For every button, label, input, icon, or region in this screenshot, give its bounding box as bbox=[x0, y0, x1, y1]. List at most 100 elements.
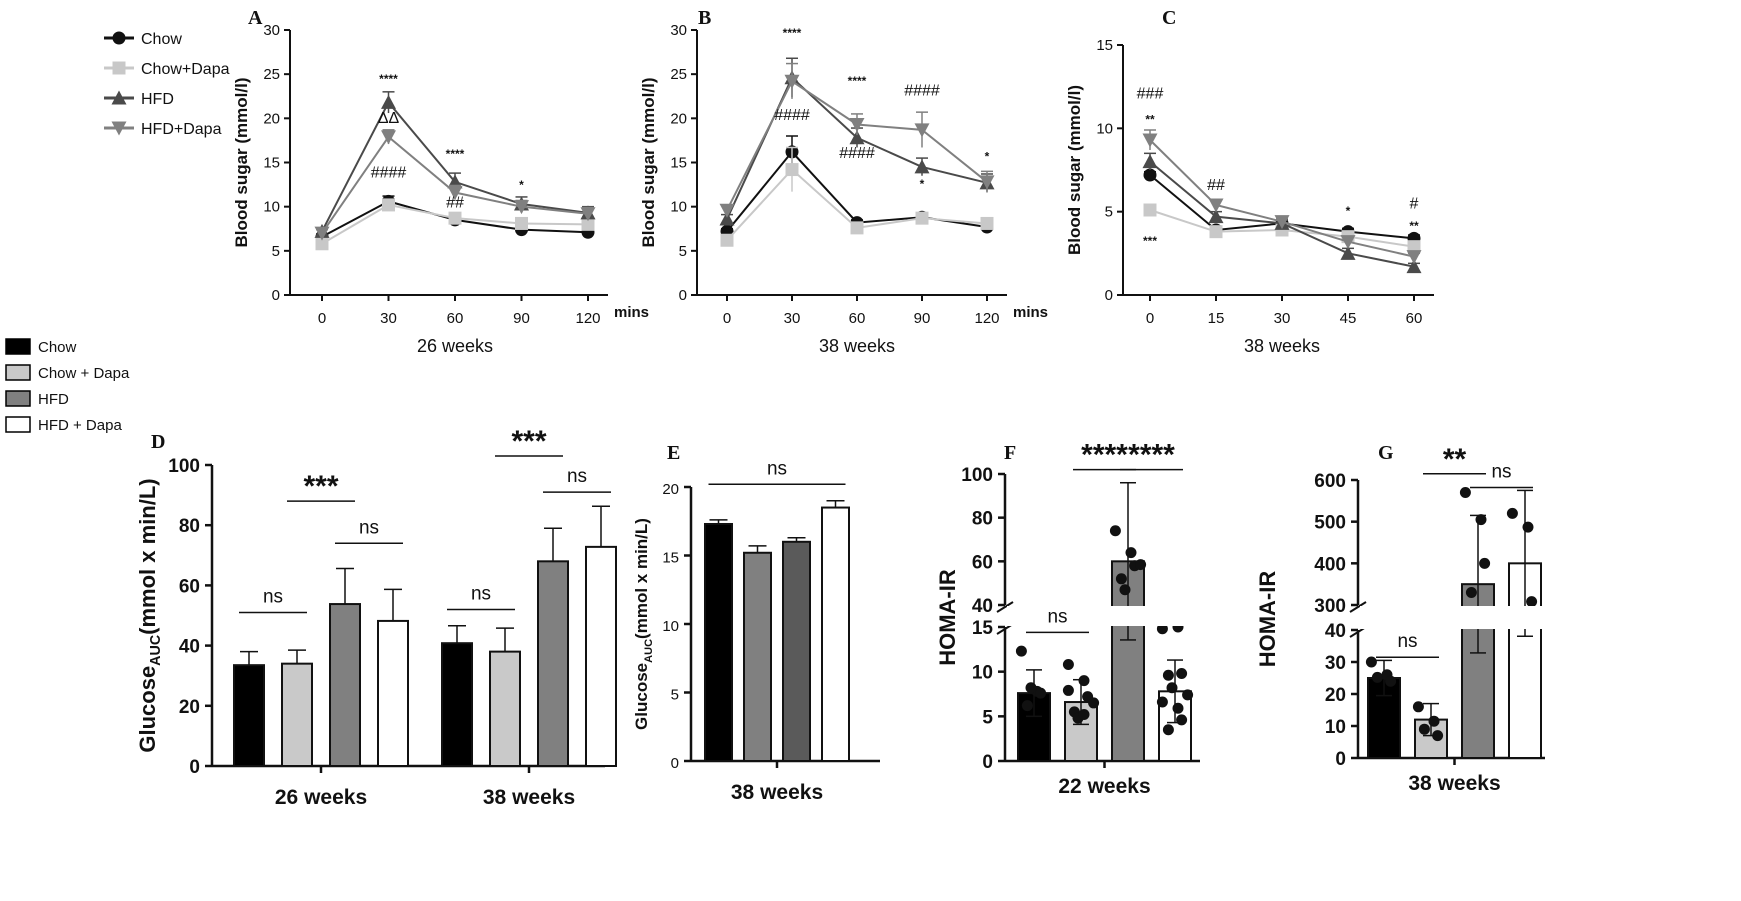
chart-panel-d: 0 20 40 60 80 100 26 weeks 38 weeks ns *** ns ns ***… bbox=[135, 425, 617, 809]
panel-c-series-hfd-dapa-point bbox=[1406, 250, 1422, 265]
panel-a-annotation: * bbox=[519, 178, 524, 192]
panel-d-ytick-label: 20 bbox=[179, 697, 200, 718]
panel-d-significance-label: ns bbox=[263, 586, 283, 607]
panel-f-series-hfd-datapoint bbox=[1115, 573, 1127, 585]
panel-d-ytick-label: 60 bbox=[179, 576, 200, 597]
panel-b-annotation: **** bbox=[848, 74, 867, 88]
panel-f-series-chow-datapoint bbox=[1015, 645, 1027, 657]
panel-c-series-hfd-point bbox=[1340, 245, 1356, 260]
panel-g-series-hfd-datapoint bbox=[1479, 557, 1491, 569]
panel-e-x-category-label: 38 weeks bbox=[731, 781, 823, 804]
panel-a-series-hfd-dapa-point bbox=[381, 130, 396, 145]
panel-c-series-chow-dapa-point bbox=[1407, 240, 1421, 254]
panel-e-y-label-subscript: AUC bbox=[643, 639, 655, 663]
panel-c-ytick-label: 10 bbox=[1096, 120, 1113, 137]
panel-b-series-chow-dapa-point bbox=[915, 211, 929, 225]
panel-e-ytick-label: 5 bbox=[671, 687, 679, 704]
panel-b-xtick-label: 90 bbox=[914, 310, 931, 327]
panel-g-series-hfd-datapoint bbox=[1475, 514, 1487, 526]
panel-d-ytick-label: 100 bbox=[168, 456, 200, 477]
panel-a-xtick-label: 60 bbox=[447, 310, 464, 327]
panel-g-series-chow-dapa-datapoint bbox=[1418, 723, 1430, 735]
panel-f-series-chow-dapa-datapoint bbox=[1078, 709, 1090, 721]
panel-g-series-hfd-dapa-datapoint bbox=[1522, 521, 1534, 533]
panel-c-xtick-label: 0 bbox=[1146, 310, 1154, 327]
panel-c-series-hfd-dapa-point bbox=[1208, 198, 1224, 213]
panel-c-series-hfd-dapa-point bbox=[1142, 133, 1158, 148]
panel-b-annotation: #### bbox=[774, 107, 810, 124]
panel-b-xtick-label: 30 bbox=[784, 310, 801, 327]
panel-a-xtick-label: 120 bbox=[575, 310, 600, 327]
panel-f-x-category-label: 22 weeks bbox=[1058, 775, 1150, 798]
panel-a-series-hfd-dapa-point bbox=[514, 200, 529, 215]
panel-f-series-chow-dapa-datapoint bbox=[1062, 684, 1074, 696]
panel-f-series-chow-datapoint bbox=[1025, 682, 1037, 694]
panel-g-series-hfd-dapa-datapoint bbox=[1526, 596, 1538, 608]
panel-b-ytick-label: 25 bbox=[670, 66, 687, 83]
panel-a-x-label: 26 weeks bbox=[417, 336, 493, 356]
panel-b-ytick-label: 30 bbox=[670, 22, 687, 39]
panel-c-series-hfd-point bbox=[1208, 209, 1224, 224]
panel-b-annotation: #### bbox=[904, 82, 940, 99]
chart-panel-e: 0 5 10 15 20 38 weeks ns GlucoseAUC(mmol x min/… bbox=[632, 458, 880, 804]
panel-d-significance-label: ns bbox=[567, 466, 587, 487]
panel-c-series-hfd-dapa-line bbox=[1149, 139, 1415, 258]
panel-f-series-hfd-datapoint bbox=[1125, 547, 1137, 559]
panel-g-ytick-label: 300 bbox=[1314, 596, 1346, 617]
panel-d-series-hfd-dapa-bar bbox=[585, 545, 617, 768]
panel-f-series-chow-datapoint bbox=[1035, 687, 1047, 699]
panel-d-series-chow-dapa-bar bbox=[281, 662, 313, 767]
panel-b-series-hfd-point bbox=[914, 159, 930, 174]
panel-c-annotation: ** bbox=[1145, 112, 1155, 126]
panel-f-series-chow-dapa-datapoint bbox=[1078, 675, 1090, 687]
panel-c-annotation: *** bbox=[1143, 234, 1157, 248]
panel-a-xtick-label: 30 bbox=[380, 310, 397, 327]
panel-a-series-chow-dapa-point bbox=[581, 217, 595, 231]
panel-d-series-chow-bar bbox=[441, 642, 473, 768]
panel-c-annotation: # bbox=[1410, 195, 1419, 212]
panel-g-y-label: HOMA-IR bbox=[1255, 571, 1280, 668]
panel-c-series-chow-dapa-point bbox=[1209, 225, 1223, 239]
panel-letter-a: A bbox=[248, 7, 263, 29]
panel-c-series-hfd-dapa-point bbox=[1340, 235, 1356, 250]
panel-a-series-chow-dapa-point bbox=[448, 211, 462, 225]
panel-f-series-hfd-dapa-datapoint bbox=[1172, 702, 1184, 714]
panel-d-y-label-unit: (mmol x min/L) bbox=[135, 478, 160, 634]
legend-swatch-chow-dapa bbox=[5, 364, 31, 381]
panel-g-series-chow-dapa-datapoint bbox=[1412, 701, 1424, 713]
panel-g-significance-label: ns bbox=[1491, 462, 1511, 483]
panel-g-series-hfd-datapoint bbox=[1459, 487, 1471, 498]
panel-d-significance-label: ns bbox=[471, 583, 491, 604]
legend-label-hfd-dapa: HFD + Dapa bbox=[38, 417, 122, 434]
panel-g-series-chow-datapoint bbox=[1365, 656, 1377, 668]
panel-b-annotation: * bbox=[920, 177, 925, 191]
panel-letter-c: C bbox=[1162, 7, 1176, 29]
panel-c-ytick-label: 5 bbox=[1105, 204, 1113, 221]
panel-a-ytick-label: 15 bbox=[263, 155, 280, 172]
panel-b-series-hfd-dapa-point bbox=[784, 74, 800, 89]
panel-f-series-hfd-dapa-datapoint bbox=[1182, 689, 1194, 701]
panel-f-series-chow-datapoint bbox=[1021, 700, 1033, 712]
panel-g-ytick-label: 30 bbox=[1325, 653, 1346, 674]
panel-e-ytick-label: 15 bbox=[662, 550, 679, 567]
panel-b-series-hfd-point bbox=[719, 211, 735, 226]
panel-g-axis-break-mark bbox=[1349, 601, 1367, 613]
panel-f-ytick-label: 100 bbox=[961, 465, 993, 486]
line-chart-legend: Chow Chow+Dapa HFD HFD+Dapa bbox=[104, 31, 230, 138]
panel-c-xtick-label: 60 bbox=[1406, 310, 1423, 327]
legend-label-hfd-dapa: HFD+Dapa bbox=[141, 121, 222, 138]
panel-c-ytick-label: 0 bbox=[1105, 287, 1113, 304]
panel-a-series-hfd-dapa-point bbox=[314, 226, 330, 241]
panel-a-series-chow-dapa-point bbox=[382, 198, 395, 212]
legend-label-hfd: HFD bbox=[141, 91, 174, 108]
panel-f-ytick-label: 10 bbox=[972, 663, 993, 684]
panel-a-annotation: ΔΔ bbox=[378, 110, 400, 127]
legend-marker-chow-dapa bbox=[112, 61, 126, 75]
panel-b-series-chow-dapa-point bbox=[785, 163, 799, 177]
legend-label-chow-dapa: Chow+Dapa bbox=[141, 61, 230, 78]
panel-d-ytick-label: 0 bbox=[189, 757, 200, 778]
panel-e-y-label: GlucoseAUC(mmol x min/L) bbox=[632, 518, 655, 730]
chart-panel-a: 0 5 10 15 20 25 30 0 30 60 90 120 mins 26 weeks Blood … bbox=[232, 22, 649, 356]
panel-f-series-hfd-dapa-datapoint bbox=[1166, 682, 1178, 694]
